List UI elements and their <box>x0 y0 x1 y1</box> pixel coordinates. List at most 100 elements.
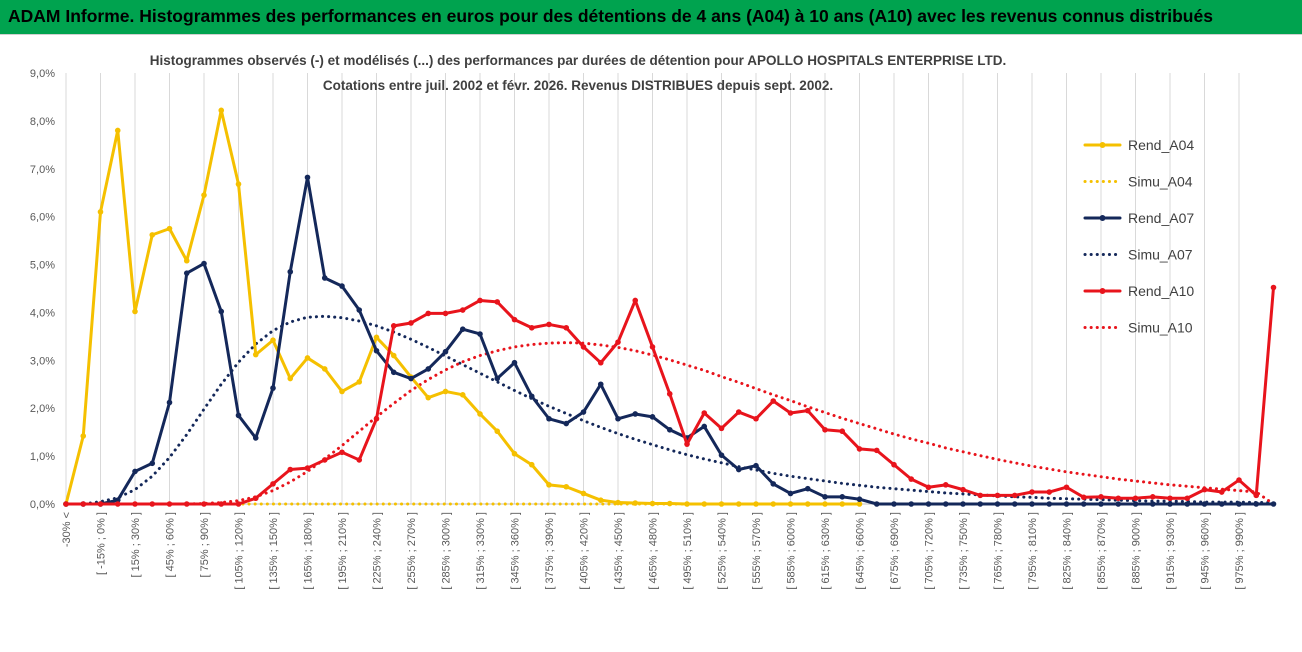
rend-a10-point <box>80 501 87 507</box>
x-tick-label: [ 435% ; 450% ] <box>613 512 625 590</box>
rend-a07-point <box>770 481 777 487</box>
x-tick-label: [ 855% ; 870% ] <box>1096 512 1108 590</box>
rend-a10-point <box>597 359 604 366</box>
rend-a07-point <box>977 501 984 507</box>
rend-a07-point <box>166 399 173 406</box>
rend-a10-point <box>1080 494 1087 501</box>
rend-a10-point <box>873 447 880 454</box>
x-tick-label: [ -15% ; 0% ] <box>96 512 108 575</box>
rend-a04-point <box>804 501 811 507</box>
rend-a10-point <box>822 426 828 433</box>
rend-a04-point <box>787 501 794 507</box>
rend-a07-point <box>1011 501 1018 507</box>
rend-a04-point <box>235 181 242 187</box>
x-tick-label: [ 15% ; 30% ] <box>130 512 142 577</box>
rend-a07-point <box>1115 501 1122 507</box>
rend-a10-point <box>304 465 311 471</box>
rend-a10-point <box>753 415 759 422</box>
y-tick-label: 4,0% <box>30 307 55 319</box>
rend-a10-point <box>960 486 966 493</box>
rend-a10-point <box>563 324 570 331</box>
x-tick-label: [ 675% ; 690% ] <box>889 512 901 590</box>
rend-a10-point <box>408 320 414 326</box>
report-title: ADAM Informe. Histogrammes des performan… <box>8 6 1213 26</box>
rend-a07-point <box>1029 501 1035 507</box>
rend-a10-point <box>477 297 483 304</box>
rend-a07-point <box>528 393 535 400</box>
rend-a04-point <box>252 351 259 358</box>
rend-a07-point <box>321 275 328 281</box>
rend-a04-point <box>373 334 380 341</box>
rend-a04-point <box>856 501 863 507</box>
rend-a07-point <box>356 307 363 313</box>
rend-a07-point <box>235 412 242 419</box>
rend-a07-point <box>615 415 621 422</box>
rend-a07-point <box>1184 501 1191 507</box>
x-tick-label: [ 465% ; 480% ] <box>648 512 660 590</box>
rend-a10-point <box>201 501 207 507</box>
rend-a10-point <box>1011 492 1018 499</box>
rend-a07-point <box>546 415 552 422</box>
rend-a10-point <box>166 501 173 507</box>
rend-a07-point <box>994 501 1001 507</box>
y-tick-label: 5,0% <box>30 260 55 272</box>
rend-a10-point <box>425 310 432 317</box>
rend-a07-point <box>632 411 639 417</box>
chart-area: 0,0% 1,0% 2,0% 3,0% 4,0% 5,0% 6,0% 7,0% 8,0% 9,0%… <box>0 35 1302 647</box>
rend-a04-point <box>563 483 570 490</box>
rend-a04-point <box>546 482 552 488</box>
rend-a10-point <box>1218 489 1225 495</box>
rend-a07-point <box>597 381 604 388</box>
rend-a10-point <box>718 425 725 432</box>
rend-a04-point <box>304 355 311 361</box>
rend-a07-point <box>477 331 483 337</box>
rend-a04-point <box>287 375 294 382</box>
rend-a10-point <box>1063 484 1070 491</box>
rend-a04-point <box>356 379 363 385</box>
rend-a10-point <box>321 457 328 463</box>
rend-a04-point <box>684 501 690 507</box>
rend-a04-point <box>459 392 466 398</box>
rend-a07-point <box>718 452 725 458</box>
rend-a04-point <box>511 450 518 457</box>
rend-a07-point <box>580 409 587 415</box>
rend-a07-point <box>735 466 742 473</box>
rend-a10-point <box>373 415 380 422</box>
rend-a10-point <box>684 441 690 447</box>
rend-a10-point <box>511 316 518 323</box>
y-tick-label: 1,0% <box>30 451 55 463</box>
rend-a07-point <box>114 497 121 503</box>
rend-a10-point <box>218 501 225 507</box>
series-group <box>63 107 1277 507</box>
rend-a07-point <box>408 375 414 382</box>
x-tick-label: [ 585% ; 600% ] <box>786 512 798 590</box>
rend-a04-point <box>80 433 87 439</box>
rend-a04-point <box>132 308 138 315</box>
rend-a07-point <box>1253 501 1260 507</box>
legend-label-rend-a07: Rend_A07 <box>1128 210 1194 226</box>
rend-a07-point <box>563 420 570 427</box>
rend-a07-point <box>1236 501 1242 507</box>
x-tick-label: [ 225% ; 240% ] <box>372 512 384 590</box>
x-tick-label: [ 495% ; 510% ] <box>682 512 694 590</box>
rend-a10-point <box>1253 492 1260 499</box>
rend-a10-point <box>252 495 259 502</box>
rend-a04-point <box>528 461 535 468</box>
rend-a04-point <box>477 411 483 417</box>
rend-a10-point <box>1046 489 1053 495</box>
rend-a10-point <box>1201 486 1208 493</box>
rend-a07-point <box>459 326 466 333</box>
rend-a04-line <box>64 108 861 506</box>
x-tick-label: [ 645% ; 660% ] <box>855 512 867 590</box>
y-tick-label: 8,0% <box>30 116 55 128</box>
rend-a10-point <box>701 410 708 416</box>
x-tick-label: [ 735% ; 750% ] <box>958 512 970 590</box>
rend-a04-point <box>114 127 121 134</box>
y-tick-label: 3,0% <box>30 355 55 367</box>
x-tick-label: [ 915% ; 930% ] <box>1165 512 1177 590</box>
rend-a10-point <box>666 391 673 397</box>
rend-a10-point <box>183 501 190 507</box>
rend-a07-point <box>960 501 966 507</box>
rend-a10-point <box>149 501 156 507</box>
rend-a04-point <box>666 500 673 507</box>
